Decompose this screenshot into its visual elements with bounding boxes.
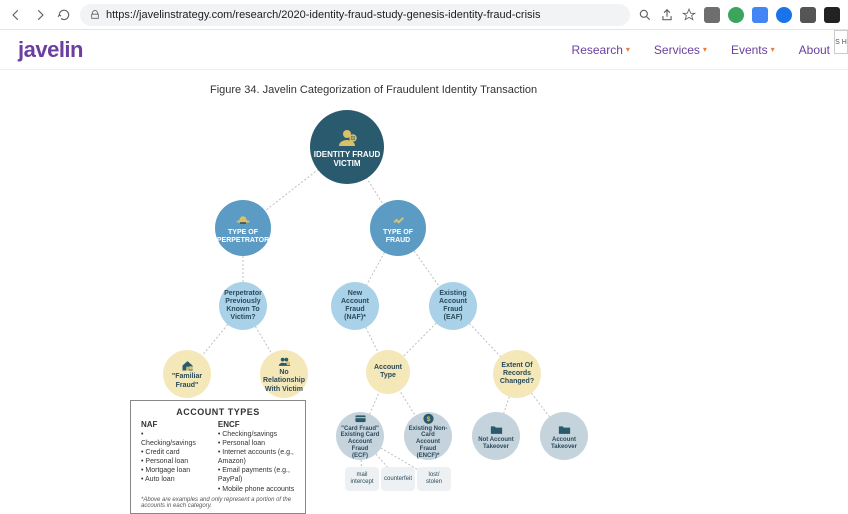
nav-services[interactable]: Services▾ xyxy=(654,43,707,57)
nav-research[interactable]: Research▾ xyxy=(572,43,630,57)
legend-box: ACCOUNT TYPESNAF• Checking/savings• Cred… xyxy=(130,400,306,514)
extension-icon[interactable] xyxy=(800,7,816,23)
node-extent: Extent OfRecordsChanged? xyxy=(493,350,541,398)
lock-icon xyxy=(90,10,100,20)
node-norel: No RelationshipWith Victim xyxy=(260,350,308,398)
node-card_fraud: "Card Fraud"Existing CardAccount Fraud(E… xyxy=(336,412,384,460)
node-fraud: TYPE OFFRAUD xyxy=(370,200,426,256)
side-tab[interactable]: S H xyxy=(834,30,848,54)
main-nav: Research▾ Services▾ Events▾ About xyxy=(572,43,830,57)
star-icon[interactable] xyxy=(682,8,696,22)
person-icon xyxy=(335,126,359,150)
nav-about[interactable]: About xyxy=(799,43,830,57)
site-logo[interactable]: javelin xyxy=(18,37,83,63)
figure-content: Figure 34. Javelin Categorization of Fra… xyxy=(0,70,848,500)
forward-icon[interactable] xyxy=(32,7,48,23)
reload-icon[interactable] xyxy=(56,7,72,23)
extension-icon[interactable] xyxy=(776,7,792,23)
dollar-icon: $ xyxy=(421,412,436,426)
node-root: IDENTITY FRAUDVICTIM xyxy=(310,110,384,184)
site-header: javelin Research▾ Services▾ Events▾ Abou… xyxy=(0,30,848,70)
node-eaf: ExistingAccount Fraud(EAF) xyxy=(429,282,477,330)
hand-icon xyxy=(389,211,407,229)
nav-events[interactable]: Events▾ xyxy=(731,43,775,57)
extension-icon[interactable] xyxy=(824,7,840,23)
share-icon[interactable] xyxy=(660,8,674,22)
house-icon xyxy=(180,358,195,373)
node-mail: mailintercept xyxy=(345,467,379,491)
back-icon[interactable] xyxy=(8,7,24,23)
folder-icon xyxy=(489,422,504,437)
extension-icon[interactable] xyxy=(752,7,768,23)
node-counterfeit: counterfeit xyxy=(381,467,415,491)
card-icon xyxy=(353,412,368,426)
group-icon xyxy=(277,354,292,369)
node-perp: TYPE OFPERPETRATOR xyxy=(215,200,271,256)
extension-icon[interactable] xyxy=(704,7,720,23)
node-lost: lost/stolen xyxy=(417,467,451,491)
chevron-down-icon: ▾ xyxy=(626,45,630,54)
node-noncard: $Existing Non-CardAccount Fraud(ENCF)* xyxy=(404,412,452,460)
node-familiar: "Familiar Fraud" xyxy=(163,350,211,398)
svg-text:$: $ xyxy=(426,416,430,423)
folder-icon xyxy=(557,422,572,437)
url-text: https://javelinstrategy.com/research/202… xyxy=(106,9,540,21)
search-icon[interactable] xyxy=(638,8,652,22)
node-perp_known: PerpetratorPreviouslyKnown ToVictim? xyxy=(219,282,267,330)
hat-icon xyxy=(234,211,252,229)
node-naf: NewAccount Fraud(NAF)* xyxy=(331,282,379,330)
browser-chrome: https://javelinstrategy.com/research/202… xyxy=(0,0,848,30)
node-acct_type: AccountType xyxy=(366,350,410,394)
chevron-down-icon: ▾ xyxy=(703,45,707,54)
figure-title: Figure 34. Javelin Categorization of Fra… xyxy=(210,84,537,96)
node-ato: AccountTakeover xyxy=(540,412,588,460)
address-bar[interactable]: https://javelinstrategy.com/research/202… xyxy=(80,4,630,26)
extension-icon[interactable] xyxy=(728,7,744,23)
node-nat: Not AccountTakeover xyxy=(472,412,520,460)
extension-icons xyxy=(638,7,840,23)
chevron-down-icon: ▾ xyxy=(771,45,775,54)
